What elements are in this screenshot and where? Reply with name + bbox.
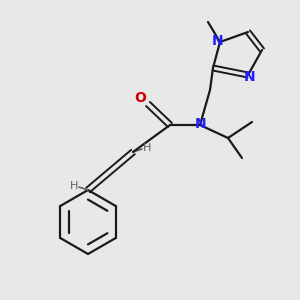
Text: N: N bbox=[212, 34, 224, 48]
Text: N: N bbox=[195, 117, 207, 131]
Text: N: N bbox=[244, 70, 256, 84]
Text: H: H bbox=[143, 143, 151, 153]
Text: O: O bbox=[134, 91, 146, 105]
Text: H: H bbox=[70, 181, 78, 191]
